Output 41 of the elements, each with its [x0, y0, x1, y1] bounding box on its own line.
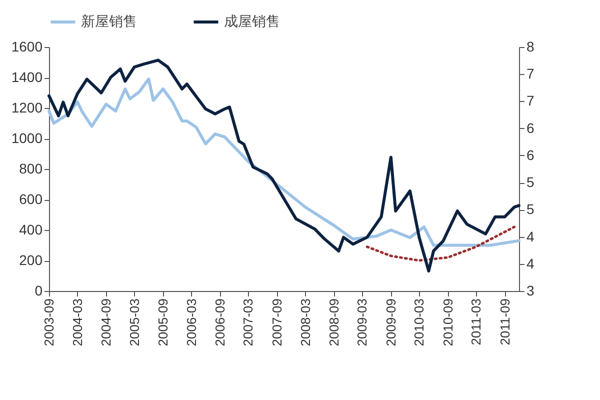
x-tick-label: 2003-09	[42, 298, 56, 346]
x-tick-label: 2008-09	[326, 298, 342, 346]
y-tick-label: 1600	[11, 38, 43, 54]
x-tick-label: 2011-03	[468, 298, 484, 346]
line-series	[48, 58, 520, 272]
x-tick-label: 2009-03	[354, 298, 370, 346]
y2-tick-label: 4	[526, 228, 534, 244]
y-tick-label: 0	[34, 282, 43, 298]
y2-tick-label: 5	[526, 174, 534, 190]
x-tick-label: 2006-09	[212, 298, 228, 346]
y2-tick-label: 7	[526, 66, 534, 82]
legend-label: 新屋销售	[81, 13, 137, 29]
x-tick-label: 2008-03	[298, 298, 313, 346]
x-tick-label: 2005-03	[126, 298, 142, 346]
line-series	[48, 78, 520, 247]
y-tick-label: 600	[19, 191, 43, 207]
x-tick-label: 2010-03	[412, 298, 427, 346]
x-tick-label: 2009-09	[383, 298, 398, 346]
y-tick-label: 800	[19, 160, 43, 176]
y2-tick-label: 7	[526, 92, 534, 109]
y-tick-label: 200	[19, 252, 43, 268]
x-tick-label: 2006-03	[184, 298, 199, 346]
y2-tick-label: 6	[526, 120, 534, 136]
x-tick-label: 2005-09	[156, 298, 171, 346]
y2-tick-label: 6	[526, 146, 534, 163]
y-tick-label: 1200	[11, 100, 43, 116]
x-tick-label: 2011-09	[497, 298, 512, 346]
line-series	[366, 226, 516, 262]
y2-tick-label: 8	[526, 38, 534, 54]
x-tick-label: 2010-09	[440, 298, 456, 346]
y2-tick-label: 5	[526, 201, 534, 218]
y-tick-label: 400	[19, 222, 43, 238]
x-tick-label: 2007-03	[240, 298, 256, 346]
y2-tick-label: 3	[526, 282, 534, 298]
y2-tick-label: 4	[526, 255, 534, 272]
x-tick-label: 2004-09	[98, 298, 114, 346]
x-tick-label: 2004-03	[70, 298, 85, 346]
y-tick-label: 1400	[11, 69, 43, 85]
legend-label: 成屋销售	[224, 13, 280, 29]
x-tick-label: 2007-09	[269, 298, 284, 346]
y-tick-label: 1000	[11, 130, 43, 146]
